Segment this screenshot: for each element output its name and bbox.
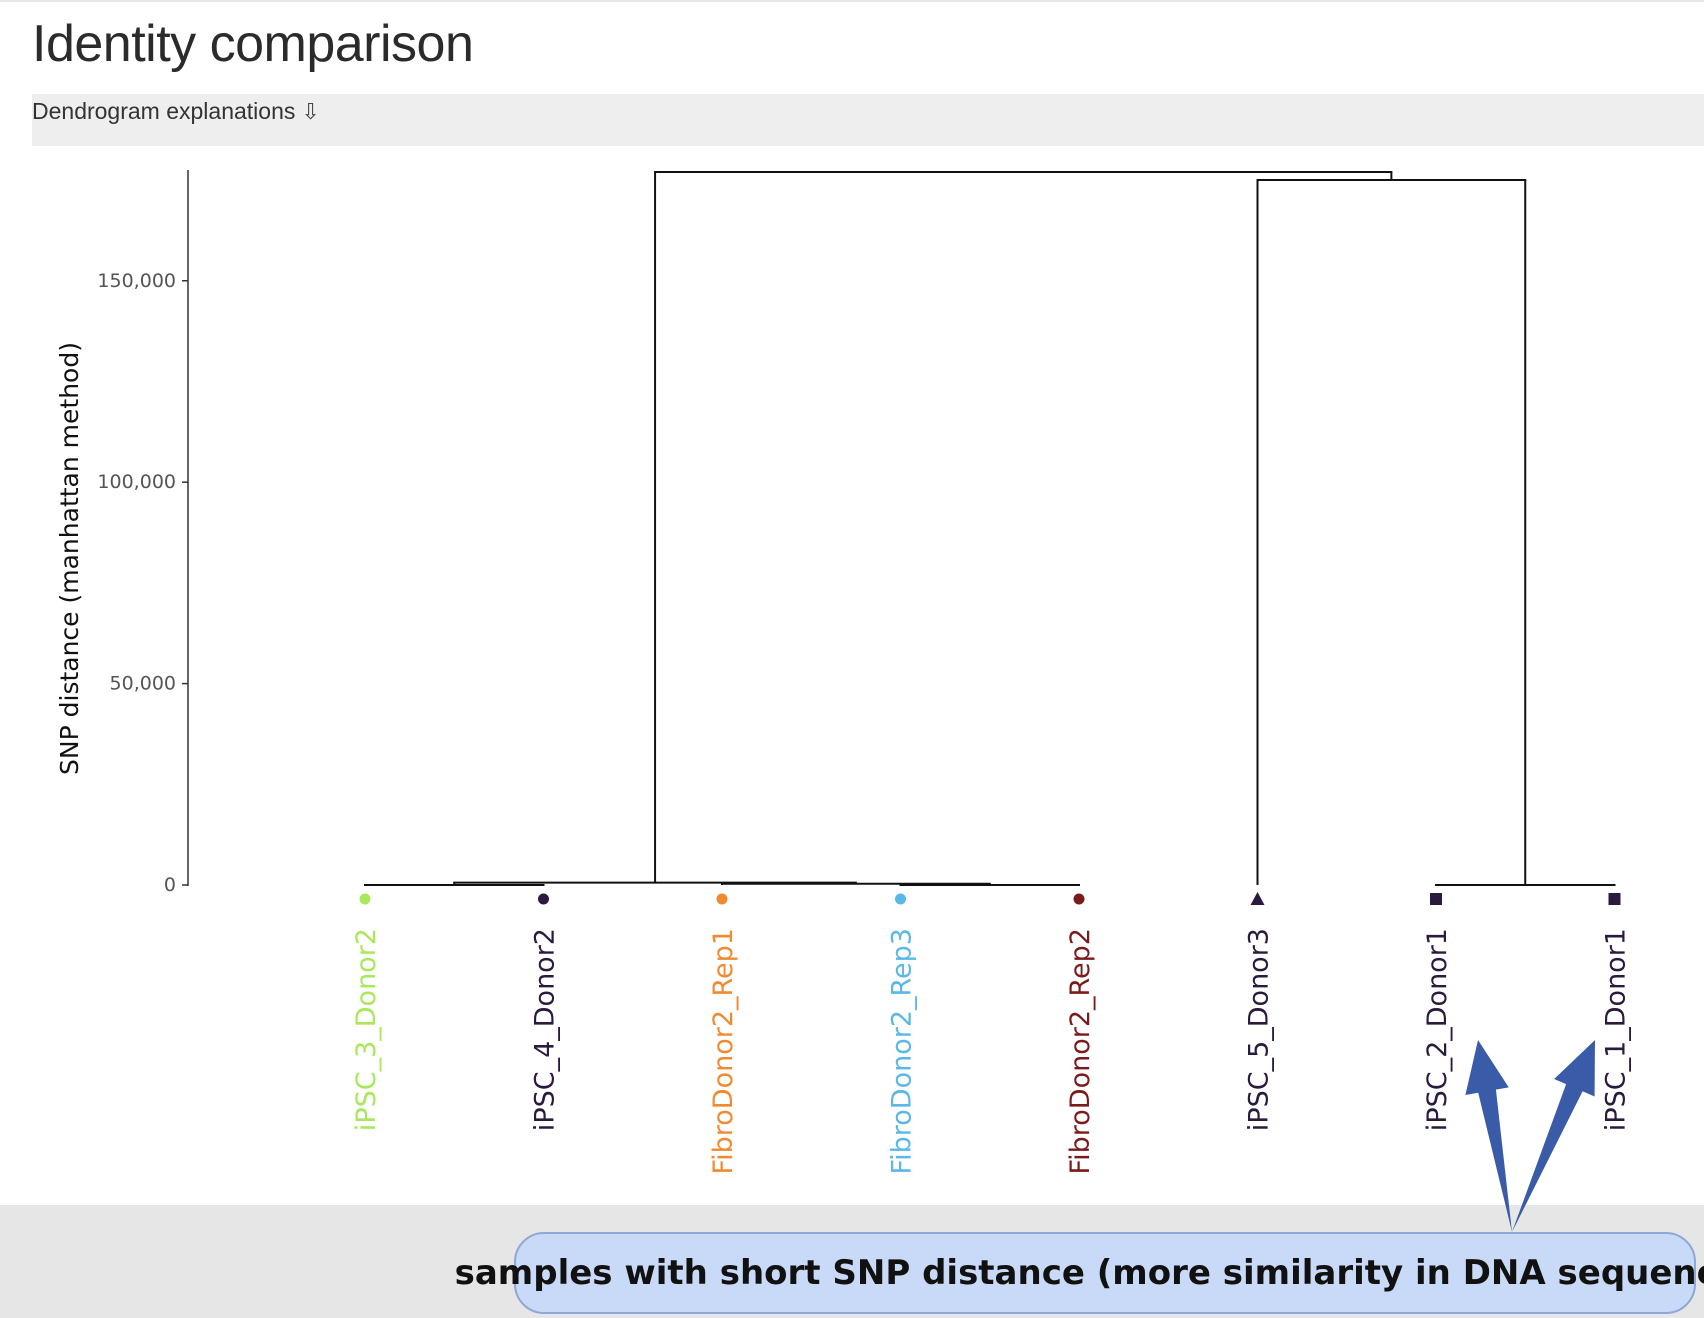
leaf-label: iPSC_2_Donor1 <box>1422 928 1453 1131</box>
leaf-marker-square <box>1608 893 1621 905</box>
leaf-marker-circle <box>716 893 728 905</box>
y-tick-label: 0 <box>164 874 176 896</box>
leaf-label: iPSC_3_Donor2 <box>351 928 382 1131</box>
leaf-marker-circle <box>895 893 906 905</box>
leaf-marker-square <box>1430 893 1442 905</box>
leaf-marker-triangle <box>1250 892 1265 905</box>
leaf-label: iPSC_5_Donor3 <box>1244 928 1275 1131</box>
leaf-label: FibroDonor2_Rep2 <box>1065 928 1096 1174</box>
leaf-label: iPSC_4_Donor2 <box>530 928 561 1131</box>
top-border <box>0 0 1704 2</box>
leaf-marker-circle <box>1073 893 1085 905</box>
down-arrow-icon: ⇩ <box>301 98 320 124</box>
page-title: Identity comparison <box>32 15 474 73</box>
explanations-panel: Dendrogram explanations ⇩ <box>32 94 1704 146</box>
leaf-label: iPSC_1_Donor1 <box>1601 928 1632 1131</box>
y-axis-title: SNP distance (manhattan method) <box>55 342 84 775</box>
leaf-marker-circle <box>538 893 549 905</box>
y-tick-label: 100,000 <box>97 471 176 493</box>
leaf-marker-circle <box>359 893 371 905</box>
dendrogram-explanations-label: Dendrogram explanations <box>32 98 296 124</box>
y-tick-label: 50,000 <box>110 673 176 695</box>
dendrogram-chart: 0 50,000 100,000 150,000 SNP distance (manha… <box>55 170 1632 1174</box>
y-tick-label: 150,000 <box>97 270 176 292</box>
dendrogram-explanations-toggle[interactable]: Dendrogram explanations ⇩ <box>32 98 320 125</box>
annotation-callout: samples with short SNP distance (more si… <box>455 1232 1704 1314</box>
leaf-label: FibroDonor2_Rep3 <box>887 928 918 1174</box>
leaf-label: FibroDonor2_Rep1 <box>708 928 739 1174</box>
